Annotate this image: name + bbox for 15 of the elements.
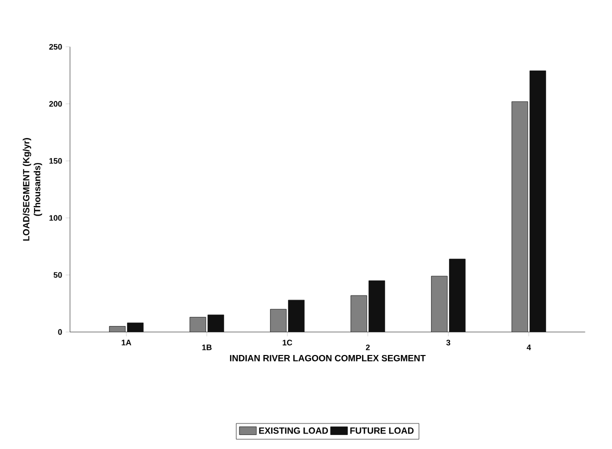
bar [431, 276, 448, 332]
bar [190, 317, 206, 332]
bar [350, 296, 367, 332]
x-axis-title: INDIAN RIVER LAGOON COMPLEX SEGMENT [230, 354, 426, 362]
y-axis-title: LOAD/SEGMENT (Kg/yr) (Thousands) [22, 138, 42, 241]
bar [449, 258, 466, 332]
legend-label: FUTURE LOAD [350, 427, 414, 434]
bar [530, 70, 546, 332]
bar [208, 314, 224, 332]
legend-label: EXISTING LOAD [259, 427, 328, 434]
bar [512, 101, 528, 332]
bar [127, 322, 144, 332]
bar [270, 309, 286, 332]
bar [368, 280, 385, 332]
bar [288, 300, 304, 332]
